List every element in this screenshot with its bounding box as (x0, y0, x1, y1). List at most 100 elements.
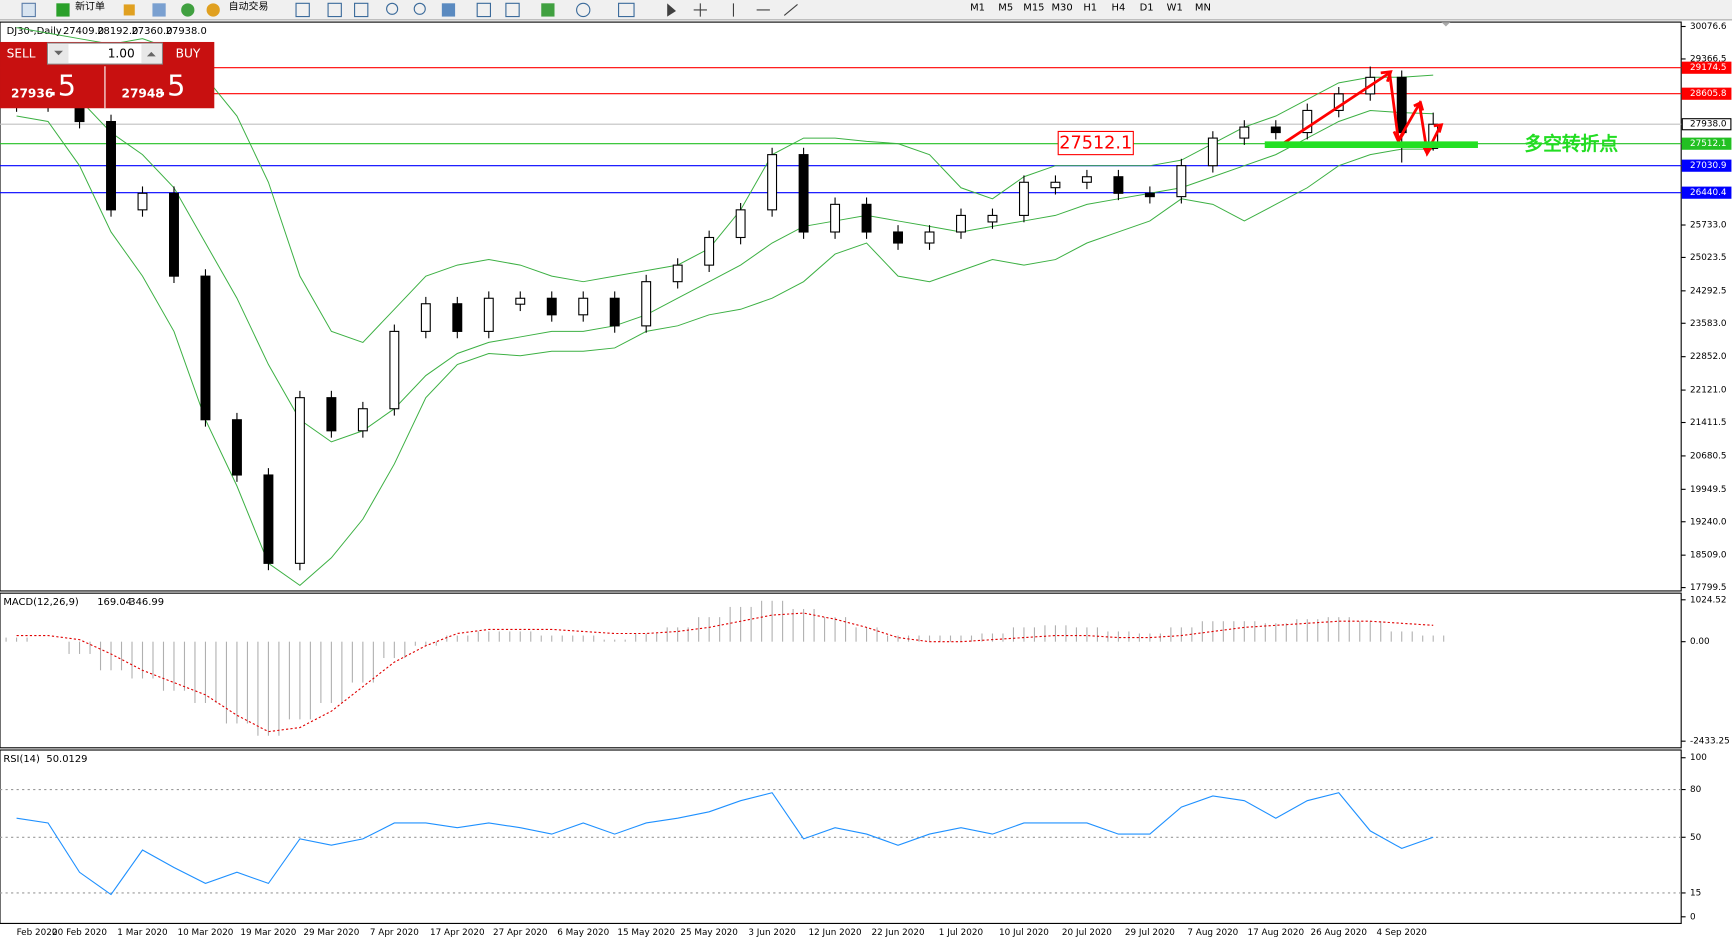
candle-body (326, 397, 337, 432)
x-tick-label: 10 Jul 2020 (999, 928, 1049, 938)
candle-body (1050, 181, 1061, 189)
timeframe-button[interactable]: M5 (998, 3, 1013, 14)
candle-body (893, 231, 904, 244)
candle-body (1396, 76, 1407, 134)
timeframe-button[interactable]: D1 (1140, 3, 1154, 14)
candle-body (735, 209, 746, 239)
macd-header: MACD(12,26,9) (3, 597, 79, 608)
timeframe-button[interactable]: MN (1195, 3, 1211, 14)
y-tick-label: 17799.5 (1690, 583, 1727, 593)
price-label-bg (1681, 87, 1732, 100)
x-tick-label: 10 Mar 2020 (177, 928, 233, 938)
candle-body (1239, 126, 1250, 139)
timeframe-button[interactable]: H1 (1083, 3, 1097, 14)
timeframe-bar: M1 M5 M15 M30 H1 H4 D1 W1 MN (970, 3, 1211, 14)
candle-body (452, 303, 463, 332)
candle-body (1018, 181, 1029, 216)
y-tick-label: 0.00 (1690, 637, 1710, 647)
toolbar-button[interactable]: 自动交易 (229, 0, 269, 13)
candle-body (1176, 165, 1187, 198)
lot-value[interactable]: 1.00 (108, 47, 135, 61)
candle-body (1207, 137, 1218, 167)
bollinger-lower (16, 115, 1434, 587)
symbol-header: DJ30-,Daily (7, 26, 62, 37)
candle-body (137, 192, 148, 211)
y-tick-label: 15 (1690, 888, 1701, 898)
shift-marker (1441, 22, 1451, 27)
price-label-bg (1681, 186, 1732, 199)
candle-body (483, 297, 494, 332)
candle-body (420, 303, 431, 332)
trade-panel: SELL 1.00 BUY 27936 .5 27948 .5 (0, 41, 215, 109)
toolbar-button[interactable]: 新订单 (75, 0, 105, 13)
ohlc-value: 27409.0 (63, 26, 104, 37)
rsi-header: RSI(14) (3, 754, 40, 765)
y-tick-label: 22852.0 (1690, 352, 1727, 362)
price-label: 27512.1 (1690, 139, 1727, 149)
y-tick-label: 30076.6 (1690, 22, 1727, 32)
x-tick-label: 29 Jul 2020 (1125, 928, 1175, 938)
candle-body (200, 275, 211, 421)
y-tick-label: 25733.0 (1690, 221, 1727, 231)
x-tick-label: 29 Mar 2020 (303, 928, 359, 938)
rsi-line (16, 792, 1434, 896)
annotation-note: 多空转折点 (1524, 132, 1618, 155)
lot-box[interactable] (46, 42, 163, 65)
rsi-chart: RSI(14) 50.0129 100 80 50 15 0 (0, 753, 1707, 922)
candle-body (1081, 176, 1092, 183)
candle-body (987, 214, 998, 223)
y-tick-label: 0 (1690, 912, 1696, 922)
rsi-reading: 50.0129 (46, 754, 87, 765)
y-tick-label: 21411.5 (1690, 418, 1727, 428)
y-tick-label: 50 (1690, 833, 1702, 843)
x-tick-label: 25 May 2020 (680, 928, 738, 938)
candle-body (169, 192, 179, 277)
candle-body (1270, 126, 1281, 134)
timeframe-button[interactable]: M15 (1023, 3, 1044, 14)
y-tick-label: 19949.5 (1690, 485, 1727, 495)
y-tick-label: 29366.5 (1690, 54, 1727, 64)
y-tick-label: 1024.52 (1690, 595, 1727, 605)
ohlc-value: 28192.0 (97, 26, 138, 37)
x-tick-label: Feb 2020 (17, 928, 58, 938)
y-tick-label: 23583.0 (1690, 319, 1727, 329)
bollinger-upper (16, 27, 1434, 343)
y-tick-label: 25023.5 (1690, 253, 1727, 263)
bid-pip: .5 (49, 68, 76, 102)
bollinger-middle (16, 71, 1434, 443)
macd-panel (0, 592, 1682, 749)
candle-body (609, 297, 620, 327)
x-tick-label: 19 Mar 2020 (240, 928, 296, 938)
candle-body (861, 203, 872, 233)
macd-reading: 346.99 (129, 597, 164, 608)
timeframe-button[interactable]: M1 (970, 3, 985, 14)
candle-body (798, 154, 809, 233)
sell-button[interactable]: SELL (7, 47, 36, 61)
y-tick-label: -2433.25 (1690, 737, 1730, 747)
y-tick-label: 22121.0 (1690, 386, 1727, 396)
annotation: 27512.1 (1059, 134, 1132, 154)
x-tick-label: 7 Apr 2020 (370, 928, 419, 938)
x-tick-label: 1 Jul 2020 (939, 928, 984, 938)
candle-body (357, 408, 368, 432)
x-tick-label: 20 Jul 2020 (1062, 928, 1112, 938)
candle-body (704, 236, 715, 266)
timeframe-button[interactable]: M30 (1051, 3, 1072, 14)
annotation-box (1057, 130, 1134, 156)
y-tick-label: 20680.5 (1690, 451, 1727, 461)
y-tick-label: 100 (1690, 753, 1707, 763)
x-tick-label: 3 Jun 2020 (748, 928, 796, 938)
candle-body (767, 154, 778, 211)
buy-button[interactable]: BUY (176, 47, 201, 61)
x-tick-label: 17 Aug 2020 (1248, 928, 1305, 938)
timeframe-button[interactable]: H4 (1111, 3, 1125, 14)
price-label: 29174.5 (1690, 63, 1727, 73)
candle-body (830, 203, 841, 233)
candle-body (956, 214, 966, 233)
timeframe-button[interactable]: W1 (1167, 3, 1183, 14)
toolbar-icons (21, 2, 798, 18)
